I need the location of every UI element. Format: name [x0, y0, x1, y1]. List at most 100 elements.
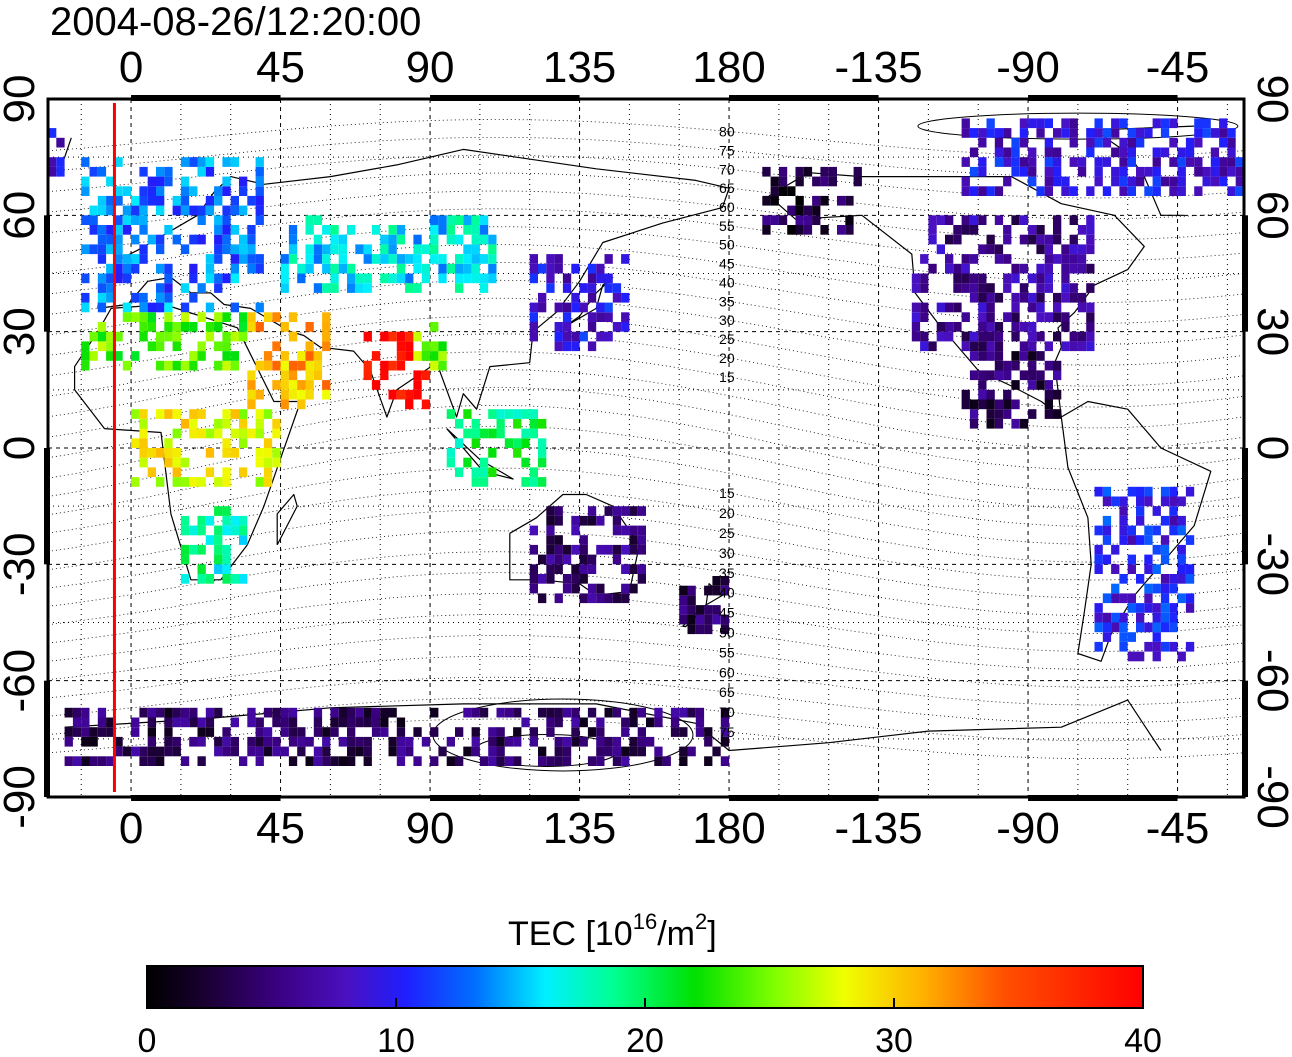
tec-cell	[1152, 186, 1161, 196]
tec-cell	[986, 292, 995, 303]
tec-cell	[446, 225, 455, 235]
tec-cell	[197, 215, 206, 225]
tec-cell	[562, 312, 572, 322]
tec-cell	[430, 351, 439, 361]
tec-cell	[396, 225, 406, 235]
tec-cell	[255, 409, 264, 419]
tec-cell	[247, 225, 256, 235]
contour-label: 30	[719, 312, 735, 328]
tec-cell	[122, 263, 132, 274]
tec-cell	[164, 448, 173, 458]
x-tick-label: 135	[543, 804, 616, 853]
y-axis-left-ticks: 9060300-30-60-90	[0, 75, 44, 829]
tec-cell	[621, 717, 630, 728]
tec-cell	[322, 341, 331, 352]
tec-cell	[1053, 370, 1062, 381]
tec-cell	[247, 254, 256, 264]
tec-cell	[305, 244, 314, 255]
tec-cell	[1119, 166, 1128, 177]
tec-cell	[529, 331, 538, 342]
tec-cell	[928, 341, 937, 352]
tec-cell	[164, 225, 173, 235]
tec-cell	[305, 389, 314, 400]
contour-label: 25	[719, 525, 735, 541]
tec-cell	[396, 254, 406, 264]
tec-cell	[1160, 535, 1170, 545]
tec-cell	[230, 244, 239, 255]
tec-cell	[1152, 583, 1161, 594]
tec-cell	[637, 746, 646, 757]
right-axis-bar	[1242, 448, 1248, 565]
tec-cell	[139, 707, 148, 718]
tec-cell	[1053, 292, 1062, 303]
tec-cell	[695, 727, 705, 737]
tec-cell	[230, 736, 239, 747]
tec-cell	[1003, 409, 1012, 419]
tec-cell	[230, 254, 239, 264]
tec-cell	[621, 544, 630, 555]
tec-cell	[1019, 418, 1029, 429]
tec-cell	[1028, 370, 1037, 381]
tec-cell	[280, 254, 289, 264]
contour-label: 55	[719, 218, 735, 234]
tec-cell	[1144, 622, 1153, 633]
tec-cell	[479, 273, 489, 284]
top-axis-bar	[729, 95, 879, 101]
tec-cell	[604, 593, 613, 604]
tec-cell	[438, 254, 447, 264]
y-tick-label: -90	[1248, 765, 1292, 829]
tec-cell	[654, 707, 663, 718]
tec-cell	[604, 736, 613, 747]
tec-cell	[322, 331, 331, 342]
tec-cell	[147, 341, 156, 352]
contour-label: 15	[719, 369, 735, 385]
tec-cell	[430, 756, 439, 766]
tec-cell	[1077, 244, 1087, 255]
tec-cell	[363, 254, 372, 264]
tec-cell	[430, 215, 439, 225]
top-axis-bar	[430, 95, 580, 101]
tec-cell	[1053, 147, 1062, 158]
tec-cell	[255, 186, 264, 196]
contour-label: 25	[719, 331, 735, 347]
tec-cell	[272, 736, 281, 747]
tec-cell	[1185, 641, 1195, 652]
tec-cell	[1219, 128, 1228, 138]
tec-cell	[1053, 176, 1062, 187]
tec-cell	[571, 583, 580, 594]
tec-cell	[1185, 593, 1195, 604]
tec-cell	[222, 506, 231, 516]
tec-cell	[1053, 331, 1062, 342]
tec-cell	[1160, 486, 1170, 497]
tec-cell	[621, 312, 630, 322]
tec-cell	[978, 273, 987, 284]
tec-cell	[961, 118, 970, 129]
tec-cell	[762, 215, 771, 225]
tec-cell	[205, 535, 215, 545]
tec-cell	[1028, 351, 1037, 361]
tec-cell	[712, 585, 721, 596]
tec-cell	[81, 717, 90, 728]
tec-cell	[156, 331, 165, 342]
tec-cell	[222, 736, 231, 747]
tec-cell	[64, 727, 73, 737]
bottom-axis-bar	[131, 795, 281, 801]
tec-cell	[637, 727, 646, 737]
tec-cell	[471, 234, 480, 245]
tec-cell	[720, 707, 730, 718]
tec-cell	[421, 263, 431, 274]
tec-cell	[322, 756, 331, 766]
tec-cell	[1011, 418, 1020, 429]
tec-cell	[81, 360, 90, 371]
tec-cell	[421, 273, 431, 284]
tec-cell	[554, 515, 563, 526]
tec-cell	[164, 166, 173, 177]
contour-label: 55	[719, 644, 735, 660]
tec-cell	[197, 515, 206, 526]
tec-cell	[496, 727, 505, 737]
tec-cell	[81, 756, 90, 766]
tec-cell	[1185, 137, 1195, 148]
tec-cell	[305, 351, 314, 361]
tec-cell	[969, 409, 979, 419]
tec-cell	[654, 756, 663, 766]
